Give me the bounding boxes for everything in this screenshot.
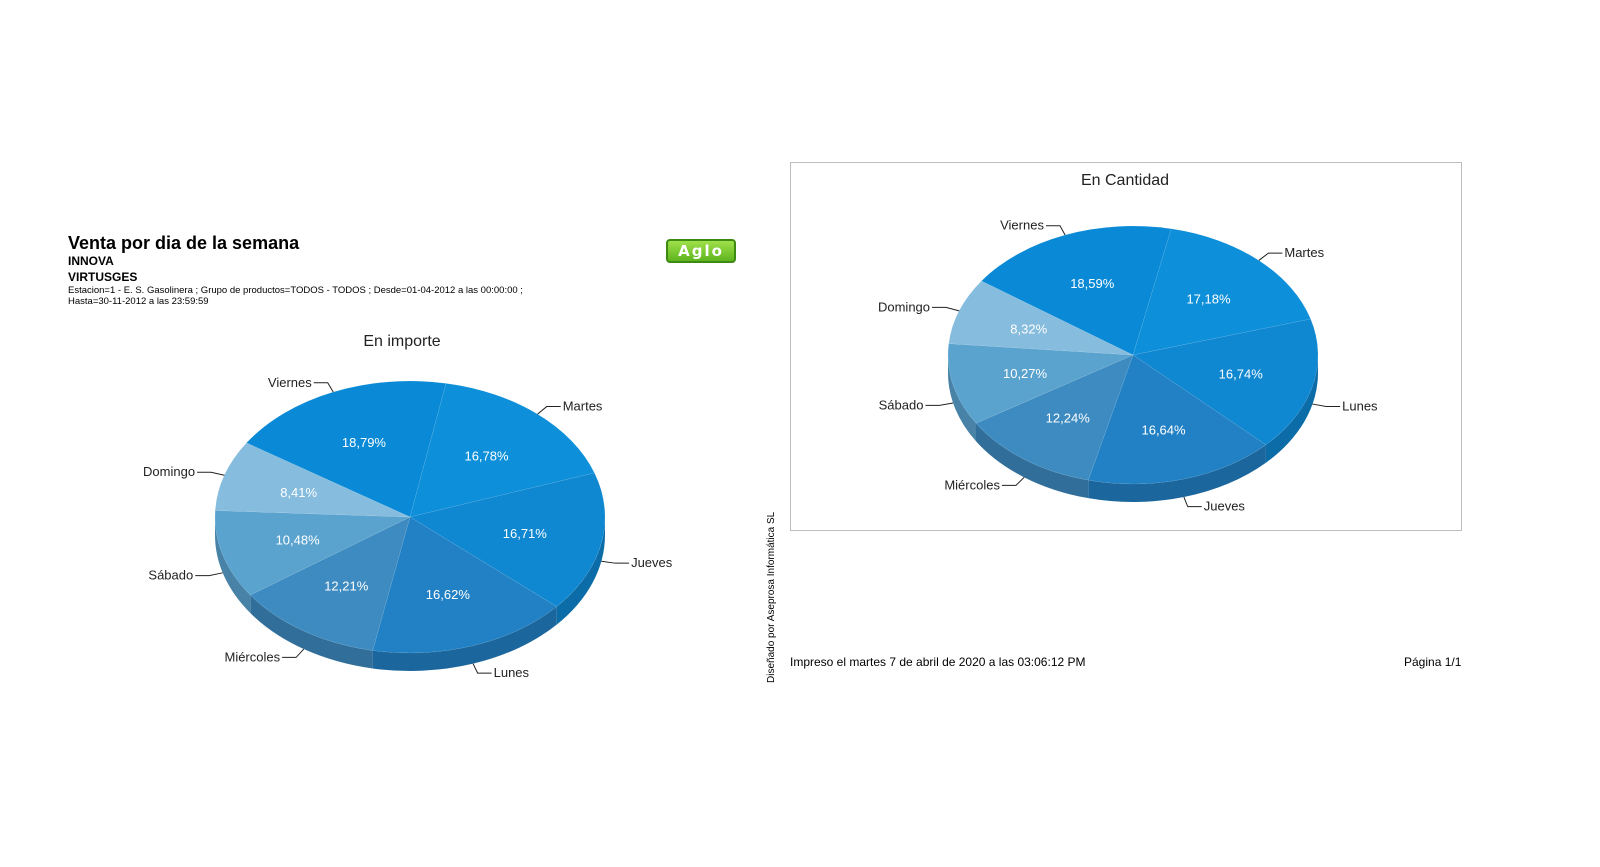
brand-logo: Aglo: [666, 239, 736, 263]
pie-slice-domingo: [214, 442, 411, 518]
pie-slice-jueves: [409, 472, 606, 607]
pie-side-lunes: [372, 606, 557, 671]
pie-category-label-domingo: Domingo: [878, 299, 930, 314]
pie-leader-line-martes: [537, 406, 561, 415]
pie-slice-domingo: [948, 280, 1134, 356]
pie-side-lunes: [1265, 355, 1318, 463]
pie-leader-line-miercoles: [282, 648, 305, 658]
pie-category-label-miercoles: Miércoles: [944, 477, 1000, 492]
pie-category-label-viernes: Viernes: [1000, 218, 1044, 233]
company-name: INNOVA: [68, 254, 114, 268]
pie-depth: [948, 355, 1318, 502]
system-name: VIRTUSGES: [68, 270, 138, 284]
pie-slice-martes: [1132, 228, 1311, 356]
pie-value-label-martes: 17,18%: [1186, 291, 1231, 306]
pie-depth: [215, 517, 605, 671]
report-filters: Estacion=1 - E. S. Gasolinera ; Grupo de…: [68, 285, 523, 307]
pie-slice-lunes: [372, 516, 558, 654]
pie-side-jueves: [556, 517, 605, 625]
chart-title: En Cantidad: [1081, 172, 1169, 189]
pie-category-label-jueves: Jueves: [1204, 499, 1246, 514]
page-number: Página 1/1: [1404, 655, 1462, 669]
pie-value-label-domingo: 8,41%: [280, 485, 317, 500]
pie-category-label-lunes: Lunes: [1342, 398, 1378, 413]
pie-leader-line-viernes: [313, 382, 334, 393]
pie-slice-miercoles: [249, 516, 411, 651]
pie-slice-sabado: [947, 343, 1134, 424]
pie-value-label-sabado: 10,27%: [1003, 366, 1048, 381]
pie-chart-importe: En importe 18,79% Viernes 16,78% Martes 16,71…: [143, 333, 673, 680]
pie-category-label-domingo: Domingo: [143, 464, 195, 479]
pie-category-label-viernes: Viernes: [268, 375, 312, 390]
pie-category-label-martes: Martes: [1284, 245, 1324, 260]
pie-category-label-lunes: Lunes: [494, 665, 530, 680]
designer-credit: Diseñado por Aseprosa Informática SL: [766, 511, 777, 683]
pie-category-label-sabado: Sábado: [879, 397, 924, 412]
logo-text: Aglo: [678, 242, 724, 260]
chart-frame-cantidad: [790, 162, 1462, 531]
pie-leader-line-domingo: [932, 306, 960, 312]
pie-category-label-sabado: Sábado: [148, 568, 193, 583]
pie-value-label-domingo: 8,32%: [1010, 322, 1047, 337]
chart-title: En importe: [363, 333, 440, 350]
pie-side-miercoles: [976, 423, 1089, 499]
pie-side-sabado: [215, 517, 251, 614]
pie-value-label-jueves: 16,71%: [503, 526, 548, 541]
pie-category-label-martes: Martes: [563, 399, 603, 414]
pie-value-label-lunes: 16,74%: [1219, 367, 1264, 382]
pie-value-label-jueves: 16,64%: [1141, 422, 1186, 437]
pie-value-label-sabado: 10,48%: [276, 533, 321, 548]
pie-slice-miercoles: [975, 354, 1134, 481]
pie-chart-cantidad: En Cantidad 18,59% Viernes 17,18% Martes 16,7…: [878, 172, 1378, 514]
printed-timestamp: Impreso el martes 7 de abril de 2020 a l…: [790, 655, 1086, 669]
pie-value-label-miercoles: 12,21%: [324, 578, 369, 593]
pie-leader-line-domingo: [197, 471, 225, 476]
pie-leader-line-sabado: [195, 572, 223, 577]
pie-side-jueves: [1088, 444, 1266, 502]
pie-slice-lunes: [1132, 318, 1319, 446]
pie-value-label-miercoles: 12,24%: [1046, 411, 1091, 426]
pie-value-label-lunes: 16,62%: [426, 587, 471, 602]
pie-side-miercoles: [250, 595, 373, 669]
pie-leader-line-sabado: [925, 402, 954, 406]
pie-category-label-jueves: Jueves: [631, 555, 673, 570]
pie-leader-line-lunes: [1312, 403, 1341, 407]
pie-value-label-martes: 16,78%: [464, 448, 509, 463]
pie-leader-line-jueves: [1183, 496, 1202, 508]
pie-value-label-viernes: 18,59%: [1070, 276, 1115, 291]
pie-slice-viernes: [981, 225, 1172, 356]
pie-leader-line-miercoles: [1001, 476, 1025, 486]
pie-leader-line-jueves: [601, 560, 630, 564]
pie-leader-line-lunes: [472, 663, 492, 674]
report-title: Venta por dia de la semana: [68, 233, 300, 253]
pie-side-sabado: [948, 355, 977, 442]
pie-value-label-viernes: 18,79%: [342, 435, 387, 450]
pie-leader-line-viernes: [1045, 225, 1066, 236]
pie-category-label-miercoles: Miércoles: [224, 649, 280, 664]
pie-leader-line-martes: [1258, 252, 1283, 261]
pie-slice-jueves: [1087, 354, 1267, 485]
pie-slice-sabado: [214, 510, 411, 596]
